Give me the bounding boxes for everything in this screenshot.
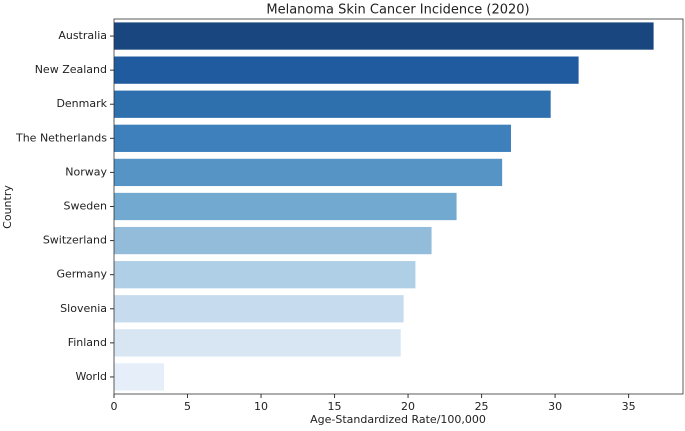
x-tick-label: 5 (184, 400, 191, 413)
y-tick-label: Sweden (64, 200, 107, 213)
y-tick-label: Switzerland (43, 234, 107, 247)
x-axis-label: Age-Standardized Rate/100,000 (310, 413, 486, 426)
y-tick-label: New Zealand (35, 63, 107, 76)
y-tick-label: The Netherlands (15, 131, 107, 144)
chart-title: Melanoma Skin Cancer Incidence (2020) (266, 3, 529, 18)
x-tick-label: 10 (254, 400, 268, 413)
bar (114, 90, 551, 118)
y-tick-label: World (75, 370, 107, 383)
bar (114, 56, 579, 84)
bar (114, 124, 511, 152)
x-tick-label: 30 (548, 400, 562, 413)
y-tick-label: Finland (68, 336, 107, 349)
bar (114, 363, 164, 391)
y-axis-label: Country (1, 185, 14, 229)
y-tick-label: Australia (58, 29, 107, 42)
x-tick-label: 35 (622, 400, 636, 413)
x-tick-label: 0 (111, 400, 118, 413)
bar (114, 226, 432, 255)
x-tick-label: 25 (475, 400, 489, 413)
bar (114, 192, 457, 221)
y-tick-label: Slovenia (60, 302, 107, 315)
y-tick-label: Germany (56, 268, 107, 281)
bar (114, 295, 404, 323)
plot-frame (113, 18, 684, 395)
y-tick-label: Norway (65, 165, 107, 178)
bar (114, 158, 503, 187)
x-tick-label: 20 (401, 400, 415, 413)
bar (114, 261, 416, 289)
y-tick-label: Denmark (56, 97, 107, 110)
bar (114, 329, 401, 357)
bar (114, 22, 654, 50)
x-tick-label: 15 (328, 400, 342, 413)
